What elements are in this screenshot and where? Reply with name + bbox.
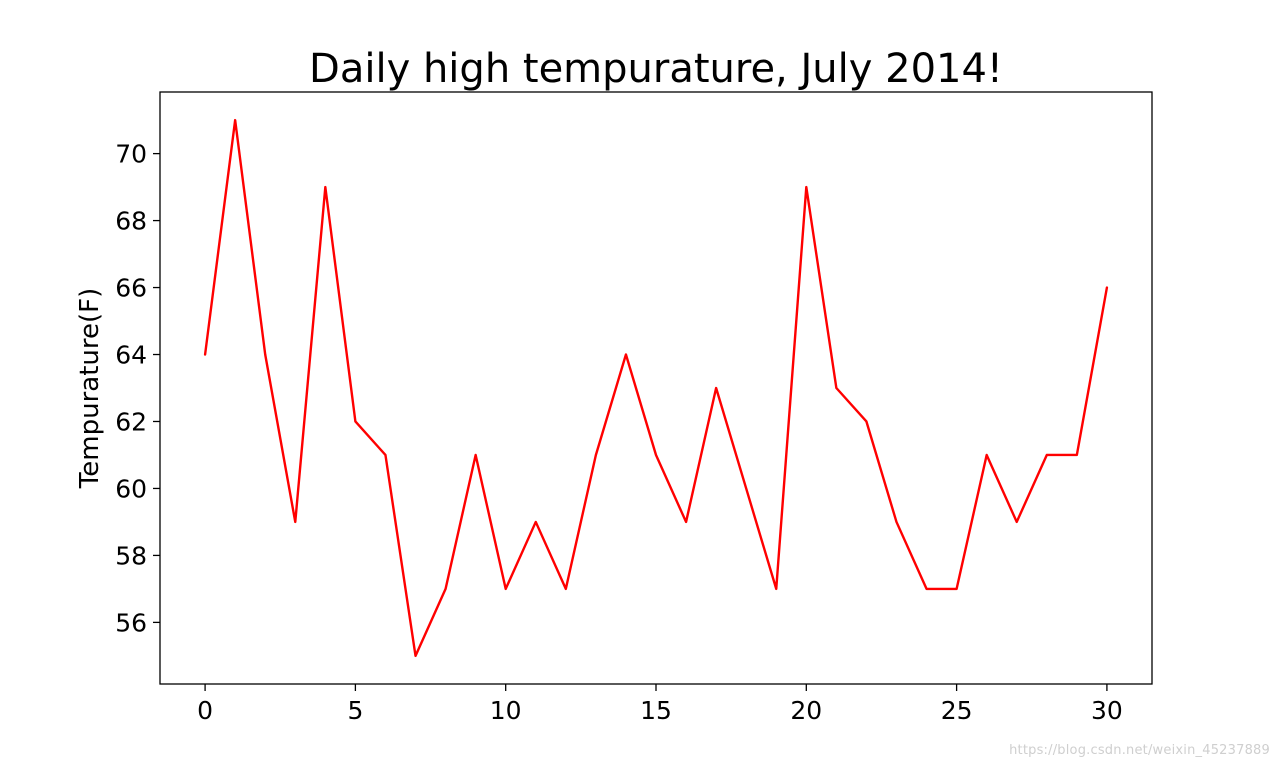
y-tick-label: 58: [115, 541, 147, 570]
y-tick-label: 70: [115, 140, 147, 169]
y-tick-label: 62: [115, 407, 147, 436]
y-tick-label: 68: [115, 207, 147, 236]
x-tick-label: 25: [941, 696, 973, 725]
y-axis-ticks: 56 58 60 62 64 66 68 70: [115, 140, 160, 637]
x-tick-label: 0: [197, 696, 213, 725]
x-tick-label: 30: [1091, 696, 1123, 725]
plot-frame: [159, 91, 1153, 685]
x-tick-label: 5: [347, 696, 363, 725]
x-axis-ticks: 0 5 10 15 20 25 30: [197, 684, 1123, 725]
series-line: [203, 118, 1109, 658]
y-tick-label: 66: [115, 274, 147, 303]
y-tick-label: 60: [115, 474, 147, 503]
chart-title: Daily high tempurature, July 2014!: [309, 46, 1003, 92]
x-tick-label: 20: [790, 696, 822, 725]
x-tick-label: 10: [490, 696, 522, 725]
y-tick-label: 56: [115, 608, 147, 637]
y-axis-label: Tempurature(F): [75, 288, 105, 489]
y-tick-label: 64: [115, 341, 147, 370]
watermark: https://blog.csdn.net/weixin_45237889: [1009, 743, 1270, 758]
x-tick-label: 15: [640, 696, 672, 725]
